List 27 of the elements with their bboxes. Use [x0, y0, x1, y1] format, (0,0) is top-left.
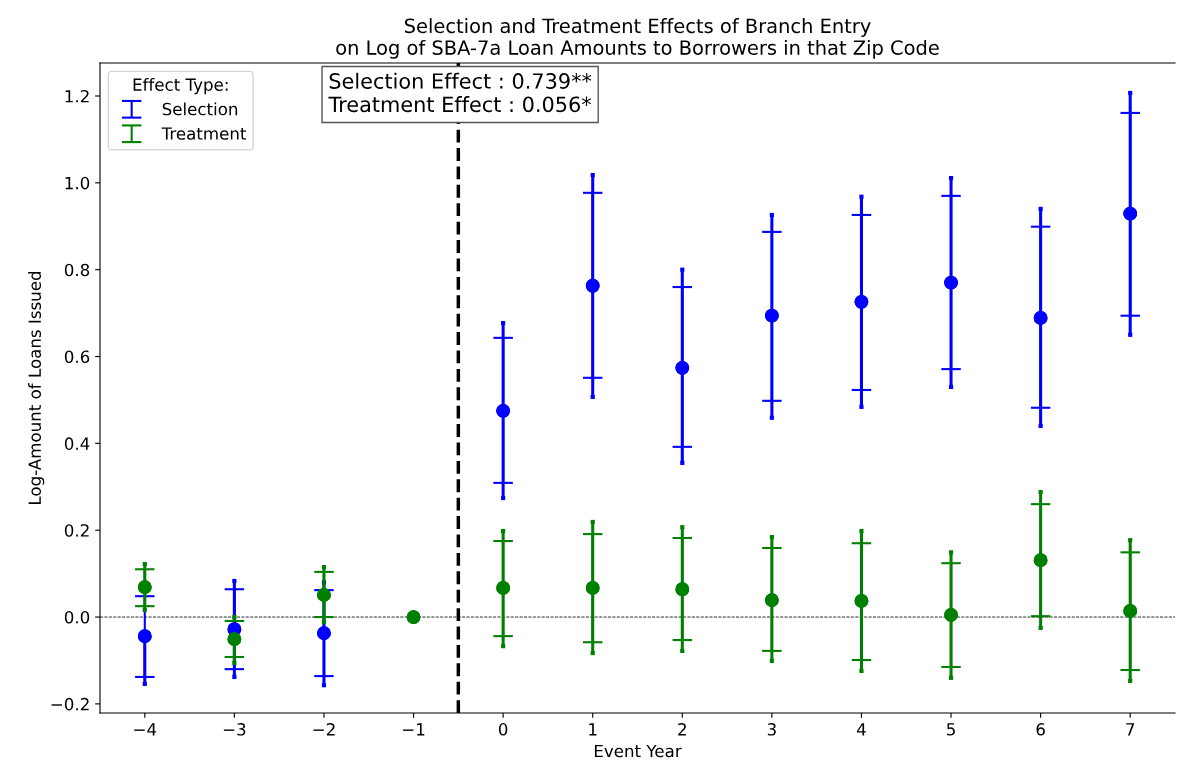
- x-tick-label: −3: [223, 723, 246, 736]
- annotation: Selection Effect : 0.739** Treatment Effect : 0.056*: [328, 72, 592, 113]
- x-tick-label: 2: [678, 723, 686, 736]
- legend-label: Treatment: [161, 127, 247, 140]
- y-tick-label: 1.2: [65, 89, 89, 103]
- chart-title: Selection and Treatment Effects of Branch Entry on Log of SBA-7a Loan Amounts to Borrowers in that Zip Code: [336, 18, 939, 59]
- x-tick-label: 6: [1036, 723, 1045, 736]
- x-tick-label: 7: [1126, 723, 1135, 736]
- legend-label: Selection: [162, 102, 238, 116]
- y-tick-label: 0.4: [64, 437, 90, 450]
- legend-title: Effect Type:: [133, 78, 228, 95]
- y-axis-title: Log-Amount of Loans Issued: [28, 271, 45, 504]
- x-tick-label: −1: [403, 723, 425, 736]
- y-tick-label: 0.2: [64, 524, 89, 537]
- x-tick-label: 1: [589, 723, 597, 736]
- x-tick-label: 4: [856, 723, 866, 736]
- x-tick-label: 3: [767, 723, 776, 736]
- x-axis-title: Event Year: [594, 744, 682, 758]
- x-tick-label: 0: [498, 723, 508, 736]
- x-tick-label: −4: [134, 723, 157, 736]
- y-tick-label: 0.6: [64, 350, 90, 364]
- y-tick-label: 0.0: [64, 611, 90, 624]
- x-tick-label: 5: [947, 723, 955, 736]
- y-tick-label: −0.2: [51, 697, 89, 711]
- x-tick-label: −2: [313, 723, 335, 736]
- y-tick-label: 1.0: [65, 176, 90, 190]
- y-tick-label: 0.8: [64, 263, 90, 277]
